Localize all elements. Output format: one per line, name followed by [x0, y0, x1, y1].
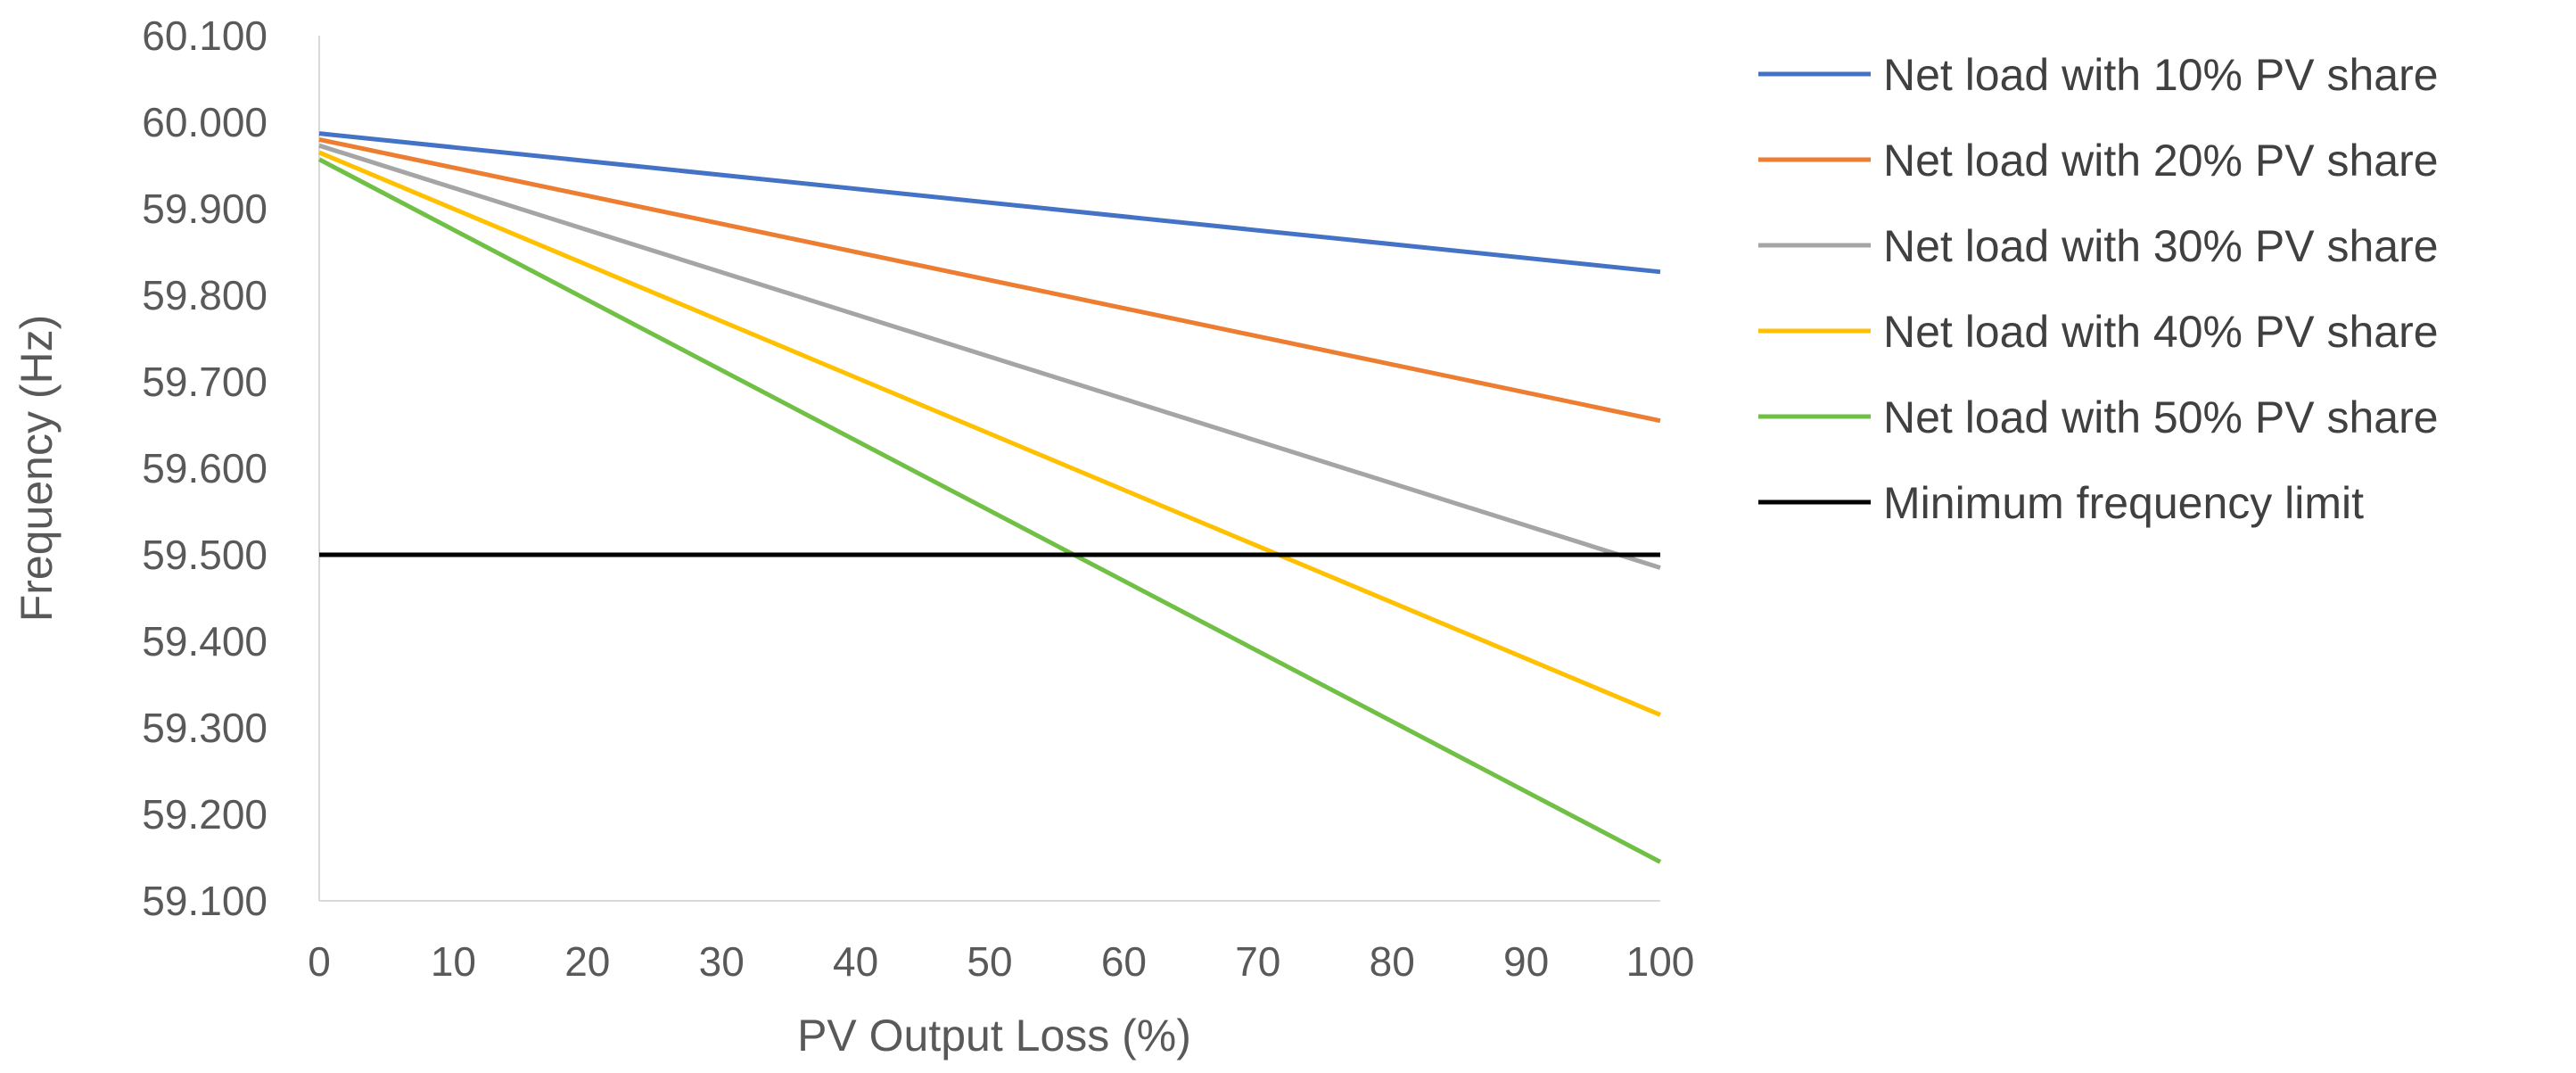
- x-tick-label: 30: [699, 938, 745, 985]
- y-tick-label: 59.300: [142, 705, 267, 751]
- y-tick-label: 59.800: [142, 272, 267, 318]
- y-tick-label: 59.200: [142, 791, 267, 838]
- y-tick-label: 59.500: [142, 532, 267, 578]
- legend-label-net-load-with-20-pv-share: Net load with 20% PV share: [1883, 136, 2439, 186]
- chart-axes: 59.100 59.200 59.300 59.400 59.500 59.600 59.7…: [142, 12, 1694, 985]
- x-tick-label: 50: [967, 938, 1012, 985]
- y-tick-label: 60.000: [142, 99, 267, 145]
- series-line-net-load-with-50-pv-share: [317, 157, 1662, 864]
- y-tick-label: 60.100: [142, 12, 267, 59]
- y-axis-title: Frequency (Hz): [12, 315, 62, 623]
- y-tick-label: 59.700: [142, 359, 267, 405]
- x-tick-label: 80: [1370, 938, 1415, 985]
- series-line-net-load-with-20-pv-share: [318, 136, 1661, 424]
- y-tick-label: 59.600: [142, 445, 267, 491]
- series-line-net-load-with-40-pv-share: [318, 150, 1661, 717]
- legend-label-net-load-with-30-pv-share: Net load with 30% PV share: [1883, 221, 2439, 271]
- legend-label-net-load-with-10-pv-share: Net load with 10% PV share: [1883, 50, 2439, 100]
- x-tick-label: 90: [1503, 938, 1549, 985]
- y-tick-label: 59.900: [142, 186, 267, 232]
- x-tick-label: 70: [1235, 938, 1280, 985]
- x-tick-label: 100: [1626, 938, 1695, 985]
- x-tick-label: 60: [1101, 938, 1147, 985]
- legend-label-net-load-with-50-pv-share: Net load with 50% PV share: [1883, 392, 2439, 442]
- chart-legend: Net load with 10% PV share Net load with …: [1758, 50, 2439, 528]
- series-line-net-load-with-30-pv-share: [318, 143, 1661, 570]
- x-axis-title: PV Output Loss (%): [797, 1011, 1191, 1061]
- x-tick-label: 0: [308, 938, 331, 985]
- x-tick-label: 10: [431, 938, 476, 985]
- legend-label-minimum-frequency-limit: Minimum frequency limit: [1883, 478, 2364, 528]
- legend-label-net-load-with-40-pv-share: Net load with 40% PV share: [1883, 307, 2439, 357]
- x-tick-label: 20: [564, 938, 610, 985]
- y-tick-label: 59.400: [142, 618, 267, 664]
- series-line-net-load-with-10-pv-share: [318, 131, 1661, 275]
- x-tick-label: 40: [833, 938, 878, 985]
- chart-series: [317, 131, 1662, 864]
- y-tick-label: 59.100: [142, 878, 267, 924]
